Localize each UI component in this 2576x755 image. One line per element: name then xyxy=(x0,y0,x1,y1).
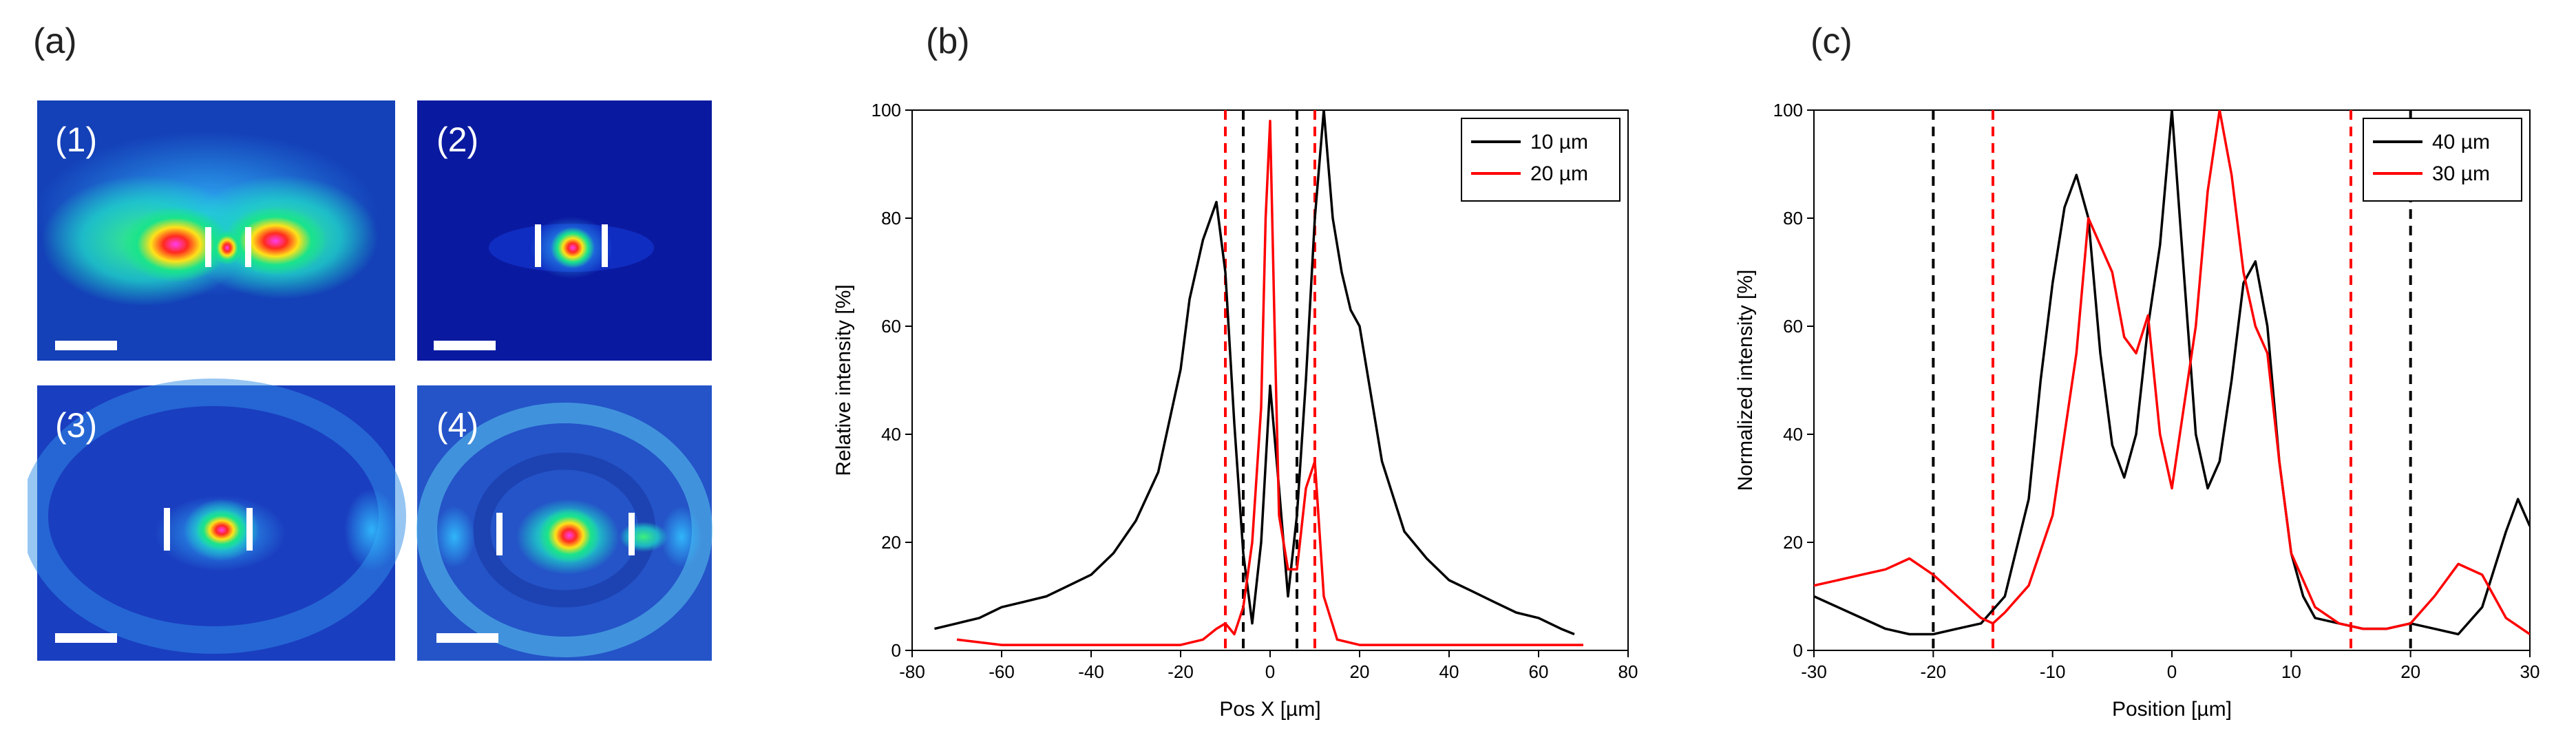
chart-b-xtick-label: 0 xyxy=(1265,661,1275,682)
chart-c-ytick-label: 20 xyxy=(1783,532,1803,553)
image-2: (2) xyxy=(417,100,712,361)
chart-c-ytick-label: 100 xyxy=(1773,100,1803,120)
chart-c-xtick-label: 30 xyxy=(2520,661,2540,682)
chart-b: -80 -60 -40 -20 0 20 40 60 80 0 20 40 60 80 100 Pos X [… xyxy=(832,100,1638,721)
chart-b-xtick-label: 20 xyxy=(1350,661,1370,682)
chart-c-xtick-label: 20 xyxy=(2400,661,2420,682)
panel-letter-b: (b) xyxy=(926,21,970,61)
chart-c-xtick-label: 10 xyxy=(2281,661,2301,682)
chart-b-ylabel: Relative intensity [%] xyxy=(832,284,855,476)
chart-c-xtick-label: 0 xyxy=(2167,661,2177,682)
image-4-label: (4) xyxy=(436,406,478,445)
chart-c-legend xyxy=(2363,118,2522,202)
chart-b-xtick-label: 80 xyxy=(1618,661,1638,682)
chart-c-ytick-label: 40 xyxy=(1783,424,1803,445)
chart-b-ytick-label: 0 xyxy=(891,640,901,661)
chart-b-xtick-label: 40 xyxy=(1439,661,1459,682)
chart-c-xlabel: Position [µm] xyxy=(2112,698,2232,721)
chart-b-ytick-label: 80 xyxy=(881,208,901,228)
chart-b-xtick-label: -20 xyxy=(1168,661,1194,682)
chart-c-ytick-label: 60 xyxy=(1783,316,1803,337)
chart-c-legend-entry: 30 µm xyxy=(2432,162,2490,185)
chart-b-xlabel: Pos X [µm] xyxy=(1219,698,1320,721)
chart-c-xtick-label: -10 xyxy=(2040,661,2066,682)
chart-c-legend-entry: 40 µm xyxy=(2432,131,2490,153)
chart-b-ytick-label: 60 xyxy=(881,316,901,337)
chart-b-legend-entry: 20 µm xyxy=(1530,162,1588,185)
image-1: (1) xyxy=(34,100,395,361)
chart-c-series-1-line xyxy=(1814,110,2530,635)
chart-b-xtick-label: -80 xyxy=(899,661,925,682)
chart-c: -30 -20 -10 0 10 20 30 0 20 40 60 80 100 Position [µm… xyxy=(1734,100,2540,721)
chart-b-ytick-label: 20 xyxy=(881,532,901,553)
chart-c-ylabel: Normalized intensity [%] xyxy=(1734,270,1757,491)
chart-c-xtick-label: -20 xyxy=(1921,661,1947,682)
image-4: (4) xyxy=(416,385,712,661)
chart-b-xtick-label: -40 xyxy=(1078,661,1104,682)
chart-b-xtick-label: 60 xyxy=(1529,661,1549,682)
panel-letter-a: (a) xyxy=(33,21,77,61)
image-3-label: (3) xyxy=(55,406,97,445)
panel-letter-c: (c) xyxy=(1810,21,1852,61)
chart-b-legend xyxy=(1461,118,1620,202)
chart-c-ytick-label: 0 xyxy=(1793,640,1803,661)
image-2-label: (2) xyxy=(436,120,478,159)
chart-b-legend-entry: 10 µm xyxy=(1530,131,1588,153)
chart-b-series-0-line xyxy=(934,110,1575,636)
chart-b-ytick-label: 40 xyxy=(881,424,901,445)
image-1-label: (1) xyxy=(55,120,97,159)
intensity-images: (1) (2) (3) (4) xyxy=(28,100,712,661)
chart-b-series-1-line xyxy=(956,119,1583,646)
chart-c-ytick-label: 80 xyxy=(1783,208,1803,228)
image-3: (3) xyxy=(28,379,406,661)
chart-b-ytick-label: 100 xyxy=(872,100,901,120)
chart-b-xtick-label: -60 xyxy=(989,661,1015,682)
chart-c-xtick-label: -30 xyxy=(1801,661,1827,682)
